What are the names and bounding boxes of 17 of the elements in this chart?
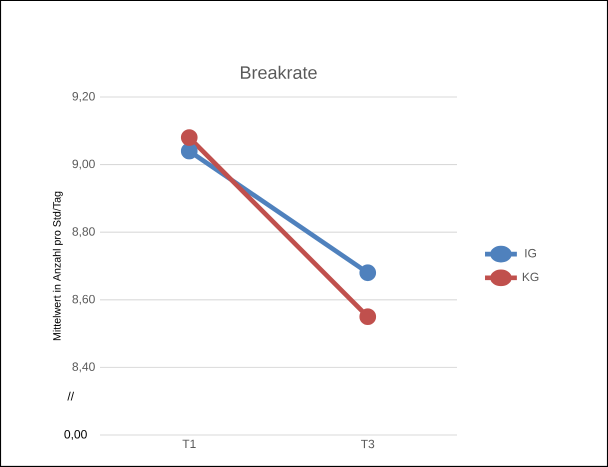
y-tick-label: 8,80 [72,227,95,238]
point [180,142,198,160]
y-tick-label: 9,20 [72,92,95,102]
x-tick-label: T1 [182,440,196,448]
legend-label: IG [525,248,536,258]
y-tick-label: 8,40 [72,362,95,372]
x-tick-label: T3 [361,440,374,448]
y-tick-label: 9,00 [72,160,95,170]
chart-title: Breakrate [240,66,317,79]
point [180,129,198,146]
point [359,264,376,282]
text: // [67,392,74,401]
point [359,308,376,326]
text: 0,00 [64,430,87,440]
y-axis-title: Mittelwert in Anzahl pro Std/Tag [52,192,63,340]
y-tick-label: 8,60 [72,294,95,305]
legend-label: KG [522,272,538,282]
